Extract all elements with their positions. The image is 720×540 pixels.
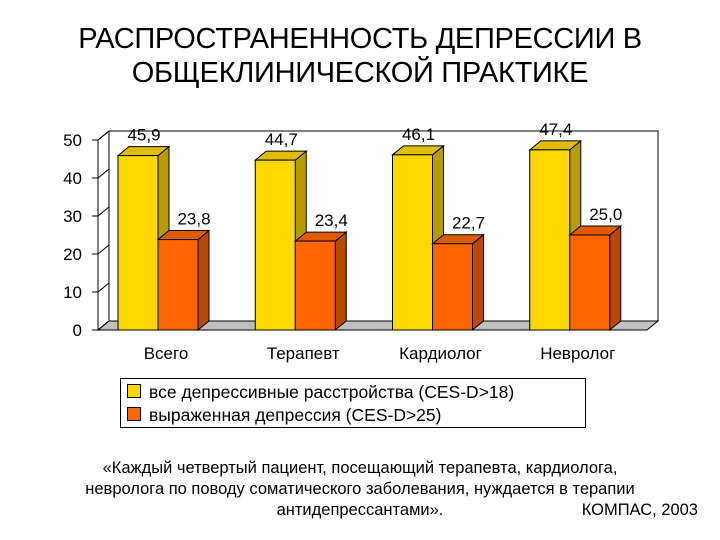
bar [117, 155, 159, 331]
bar [432, 243, 473, 331]
data-label: 25,0 [589, 205, 622, 224]
y-tick-diagonal [97, 168, 110, 179]
data-label: 44,7 [265, 130, 298, 149]
x-category-label: Терапевт [267, 344, 340, 363]
chart-legend: все депрессивные расстройства (CES-D>18)… [120, 378, 586, 428]
data-label: 23,4 [315, 211, 348, 230]
quote-line-1: «Каждый четвертый пациент, посещающий те… [102, 459, 618, 477]
data-label: 23,8 [177, 210, 210, 229]
bar-chart: 0 10 20 30 40 50 45,9 23,8 Всего 44,7 23,4 Терапевт… [63, 120, 660, 363]
legend-label-series-2: выраженная депрессия (CES-D>25) [149, 405, 442, 425]
quote-line-3: антидепрессантами». [276, 501, 444, 519]
bar [392, 154, 433, 331]
bar [254, 159, 296, 331]
y-tick-diagonal [97, 320, 110, 331]
data-label: 46,1 [402, 125, 435, 144]
bar-side [609, 224, 622, 332]
legend-item-series-2: выраженная депрессия (CES-D>25) [127, 404, 441, 426]
bar-side [472, 233, 484, 332]
slide-title: РАСПРОСТРАНЕННОСТЬ ДЕПРЕССИИ В ОБЩЕКЛИНИ… [0, 22, 720, 90]
y-tick-label: 20 [63, 245, 82, 264]
data-label: 45,9 [127, 126, 160, 145]
quote-block: «Каждый четвертый пациент, посещающий те… [0, 458, 720, 521]
legend-label-series-1: все депрессивные расстройства (CES-D>18) [149, 382, 515, 402]
y-tick-label: 0 [73, 321, 82, 340]
x-category-label: Кардиолог [399, 344, 482, 363]
y-tick-label: 30 [63, 207, 82, 226]
bar [529, 149, 571, 331]
y-tick-diagonal [97, 282, 110, 293]
title-line-2: ОБЩЕКЛИНИЧЕСКОЙ ПРАКТИКЕ [131, 57, 589, 89]
bar [157, 239, 199, 331]
legend-swatch-series-2 [127, 407, 141, 422]
bar-side [334, 231, 347, 332]
data-label: 22,7 [452, 214, 485, 233]
y-tick-diagonal [97, 244, 110, 255]
x-category-label: Всего [144, 344, 189, 363]
y-tick-label: 50 [63, 131, 82, 150]
data-label: 47,4 [539, 120, 572, 139]
quote-source: КОМПАС, 2003 [581, 501, 698, 519]
chart-side-wall [97, 129, 110, 332]
y-tick-label: 10 [63, 283, 82, 302]
y-tick-diagonal [97, 206, 110, 217]
quote-line-2: невролога по поводу соматического заболе… [85, 480, 635, 498]
y-tick-label: 40 [63, 169, 82, 188]
x-category-label: Невролог [540, 344, 615, 363]
title-line-1: РАСПРОСТРАНЕННОСТЬ ДЕПРЕССИИ В [78, 23, 642, 55]
bar [294, 240, 336, 331]
legend-swatch-series-1 [127, 384, 141, 399]
legend-item-series-1: все депрессивные расстройства (CES-D>18) [127, 381, 514, 403]
bar-side [197, 229, 210, 332]
y-tick-diagonal [97, 130, 110, 141]
bar [569, 234, 611, 331]
